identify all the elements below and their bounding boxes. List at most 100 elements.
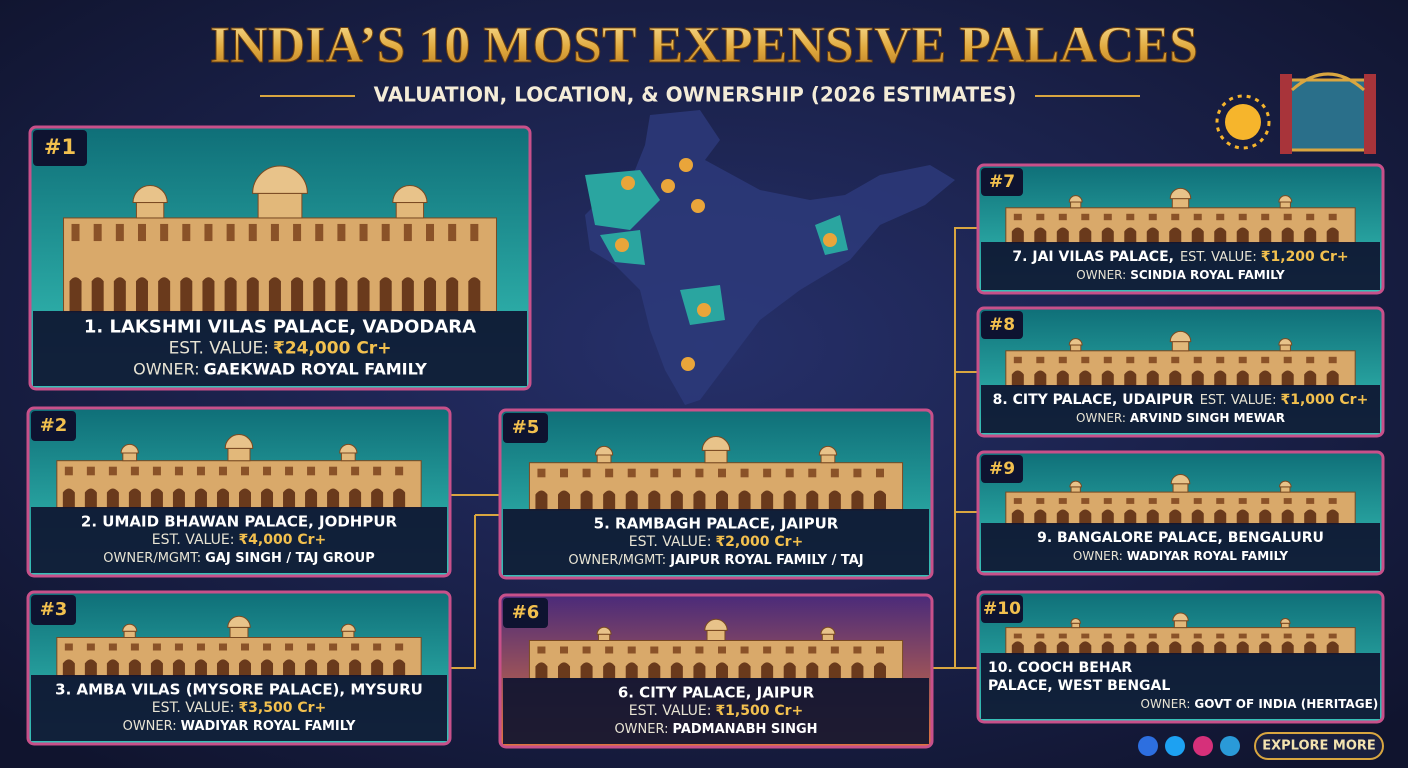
arch xyxy=(1079,227,1092,243)
rank-badge xyxy=(503,598,548,628)
palace-card: #7 7. JAI VILAS PALACE, EST. VALUE: ₹1,200 … xyxy=(976,163,1385,295)
arch xyxy=(1056,641,1069,654)
window xyxy=(672,468,681,478)
caption-band xyxy=(503,678,929,744)
window xyxy=(241,466,249,476)
arch xyxy=(1169,227,1182,243)
tower xyxy=(227,447,251,462)
telegram[interactable] xyxy=(1220,736,1240,756)
tower xyxy=(395,202,425,219)
window xyxy=(373,466,382,476)
tower xyxy=(820,454,836,464)
dome xyxy=(120,443,139,454)
window xyxy=(160,223,169,242)
window xyxy=(174,643,183,651)
arch xyxy=(806,490,819,510)
window xyxy=(71,223,80,242)
title: INDIA’S 10 MOST EXPENSIVE PALACES xyxy=(210,17,1198,74)
button-frame[interactable] xyxy=(1254,732,1384,760)
window xyxy=(853,468,862,478)
arch xyxy=(106,659,119,676)
dome xyxy=(1279,480,1292,488)
window xyxy=(875,468,884,478)
window xyxy=(1081,633,1090,639)
window xyxy=(248,223,257,242)
window xyxy=(86,643,95,651)
window xyxy=(763,646,772,654)
window xyxy=(86,466,95,476)
window xyxy=(1171,498,1180,504)
dome xyxy=(1278,338,1293,346)
window xyxy=(1036,356,1045,364)
window xyxy=(270,223,279,242)
twitter[interactable] xyxy=(1165,736,1185,756)
arch xyxy=(535,662,548,679)
window xyxy=(470,223,479,242)
value-label: EST. VALUE: xyxy=(1200,393,1277,408)
palace-name: 10. COOCH BEHAR xyxy=(988,660,1132,676)
arch xyxy=(580,490,593,510)
arch xyxy=(180,277,193,312)
dome xyxy=(1069,480,1082,488)
window xyxy=(152,466,161,476)
dome xyxy=(1280,618,1291,624)
dome xyxy=(1169,187,1192,200)
arch xyxy=(327,488,340,508)
dome xyxy=(1169,330,1192,343)
arch xyxy=(783,662,796,679)
arch xyxy=(357,277,370,312)
rank-badge xyxy=(31,595,76,625)
window xyxy=(830,468,839,478)
value-label: EST. VALUE: xyxy=(152,532,235,548)
window xyxy=(1238,356,1247,364)
tower xyxy=(1279,344,1291,352)
india-map xyxy=(585,110,955,405)
window xyxy=(537,468,546,478)
window xyxy=(395,466,404,476)
window xyxy=(1058,356,1067,364)
arch xyxy=(150,488,163,508)
explore-button[interactable]: EXPLORE MORE xyxy=(1254,732,1384,760)
window xyxy=(1103,498,1112,504)
value-label: EST. VALUE: xyxy=(629,703,712,719)
instagram[interactable] xyxy=(1193,736,1213,756)
tower xyxy=(229,626,249,638)
window xyxy=(650,646,659,654)
arch xyxy=(625,662,638,679)
dome xyxy=(392,184,428,204)
value: ₹1,500 Cr+ xyxy=(715,703,803,719)
window xyxy=(448,223,457,242)
window xyxy=(329,643,338,651)
window xyxy=(718,646,726,654)
value-label: EST. VALUE: xyxy=(1180,250,1257,265)
owner-label: OWNER: xyxy=(1076,268,1126,282)
window xyxy=(1148,356,1157,364)
dome xyxy=(1070,618,1081,624)
arch xyxy=(1011,370,1024,386)
dome xyxy=(1278,195,1293,203)
arch xyxy=(1056,509,1069,524)
owner: WADIYAR ROYAL FAMILY xyxy=(181,719,356,734)
window xyxy=(695,468,704,478)
facebook[interactable] xyxy=(1138,736,1158,756)
window xyxy=(560,646,569,654)
window xyxy=(1013,633,1022,639)
window xyxy=(605,646,614,654)
owner-label: OWNER: xyxy=(1076,411,1126,425)
arch xyxy=(1124,227,1137,243)
arch xyxy=(1146,370,1159,386)
window xyxy=(152,643,161,651)
arch xyxy=(828,662,841,679)
arch xyxy=(1214,370,1227,386)
tower xyxy=(704,449,728,464)
dome xyxy=(224,434,254,449)
arch xyxy=(1326,641,1339,654)
owner: PADMANABH SINGH xyxy=(672,722,817,737)
button-label[interactable]: EXPLORE MORE xyxy=(1262,739,1376,754)
arch xyxy=(1259,227,1272,243)
window xyxy=(1126,498,1135,504)
window xyxy=(1306,633,1315,639)
dome xyxy=(339,443,358,454)
